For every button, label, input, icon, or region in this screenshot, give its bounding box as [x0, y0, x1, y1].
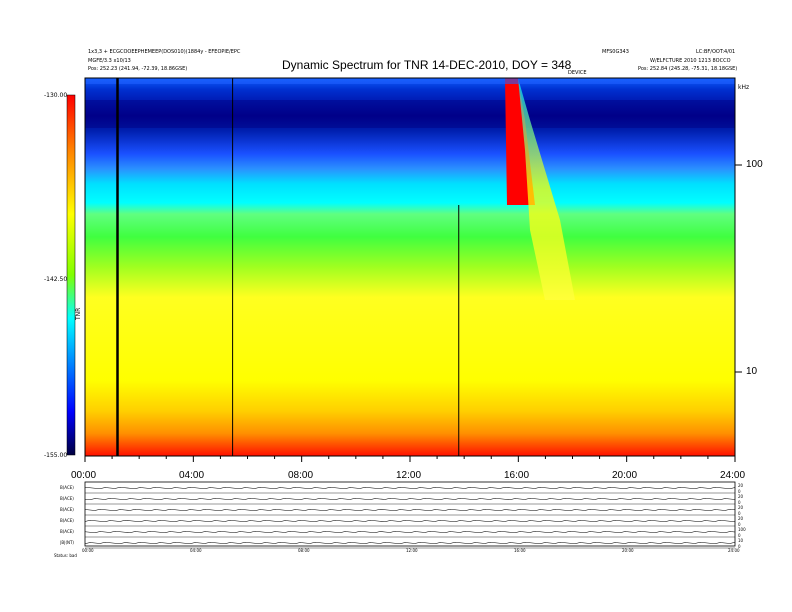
- colorbar-tick-mid: -142.50: [44, 276, 68, 283]
- subplot-trace-0: [84, 486, 736, 490]
- header-right-line4: Pos: 252.84 (245.28, -75.31, 18.18GSE): [638, 66, 738, 72]
- subplot-label-1: B(ACE): [60, 485, 74, 490]
- sub-x-tick-6: 24:00: [728, 548, 740, 553]
- subplot-right-9: 100: [738, 527, 746, 532]
- top-edge-band: [85, 78, 735, 84]
- subplot-label-5: B(ACE): [60, 529, 74, 534]
- low-intensity-band: [85, 100, 735, 128]
- subplot-right-3: 20: [738, 494, 744, 499]
- header-left-line1: 1x3,3 + ECGCOOEEPHEMEEP(DOS010)(1884y - …: [88, 49, 241, 55]
- header-right-line3: W/ELFCTURE 2010 1213 8OCCO: [650, 58, 731, 64]
- sub-x-tick-4: 16:00: [514, 548, 526, 553]
- radio-burst-drift: [518, 78, 575, 300]
- subplot-frame: [84, 481, 736, 547]
- status-label: Status: bad: [54, 553, 77, 558]
- subplot-right-2: 0: [738, 489, 741, 494]
- y-tick-10: 10: [746, 366, 758, 377]
- header-center-small: DEVICE: [568, 70, 587, 76]
- sub-x-tick-3: 12:00: [406, 548, 418, 553]
- y-unit-label: kHz: [738, 84, 750, 91]
- colorbar-tick-top: -130.00: [44, 92, 68, 99]
- subplot-right-5: 20: [738, 505, 744, 510]
- subplot-label-2: B(ACE): [60, 496, 74, 501]
- subplot-label-4: B(ACE): [60, 518, 74, 523]
- spectrogram-panel: [85, 78, 735, 456]
- subplot-right-6: 0: [738, 511, 741, 516]
- header-left-line3: Pos: 252.23 (241.94, -72.39, 18.86GSE): [88, 66, 188, 72]
- x-tick-4: 16:00: [504, 470, 530, 481]
- subplot-right-8: 0: [738, 522, 741, 527]
- x-tick-2: 08:00: [288, 470, 314, 481]
- subplot-trace-2: [84, 508, 736, 512]
- y-tick-100: 100: [746, 159, 763, 170]
- subplot-trace-1: [84, 497, 736, 501]
- header-right-line1: MFS0G343: [602, 49, 629, 55]
- sub-x-tick-0: 00:00: [82, 548, 94, 553]
- x-tick-6: 24:00: [720, 470, 746, 481]
- x-tick-1: 04:00: [179, 470, 205, 481]
- sub-x-tick-2: 08:00: [298, 548, 310, 553]
- sub-x-tick-1: 04:00: [190, 548, 202, 553]
- subplot-trace-4: [84, 530, 736, 534]
- subplot-right-12: 0: [738, 544, 741, 549]
- x-tick-0: 00:00: [71, 470, 97, 481]
- subplot-trace-5: [84, 541, 736, 545]
- header-left-line2: MGFE/3.3 x10/13: [88, 58, 131, 64]
- subplot-label-3: B(ACE): [60, 507, 74, 512]
- colorbar-tick-bottom: -155.00: [44, 452, 68, 459]
- x-tick-3: 12:00: [396, 470, 422, 481]
- x-tick-5: 20:00: [612, 470, 638, 481]
- subplot-label-6: |B|(NT): [60, 540, 74, 545]
- chart-title: Dynamic Spectrum for TNR 14-DEC-2010, DO…: [282, 58, 572, 72]
- spectrogram-background: [85, 78, 735, 456]
- subplot-trace-3: [84, 519, 736, 523]
- subplot-right-11: 10: [738, 538, 744, 543]
- subplot-right-4: 0: [738, 500, 741, 505]
- subplot-right-1: 20: [738, 483, 744, 488]
- subplot-right-10: 0: [738, 533, 741, 538]
- header-right-line2: LC:BF/OOT:4/01: [696, 49, 736, 55]
- subplot-right-7: 20: [738, 516, 744, 521]
- sub-x-tick-5: 20:00: [622, 548, 634, 553]
- colorbar: [66, 94, 76, 456]
